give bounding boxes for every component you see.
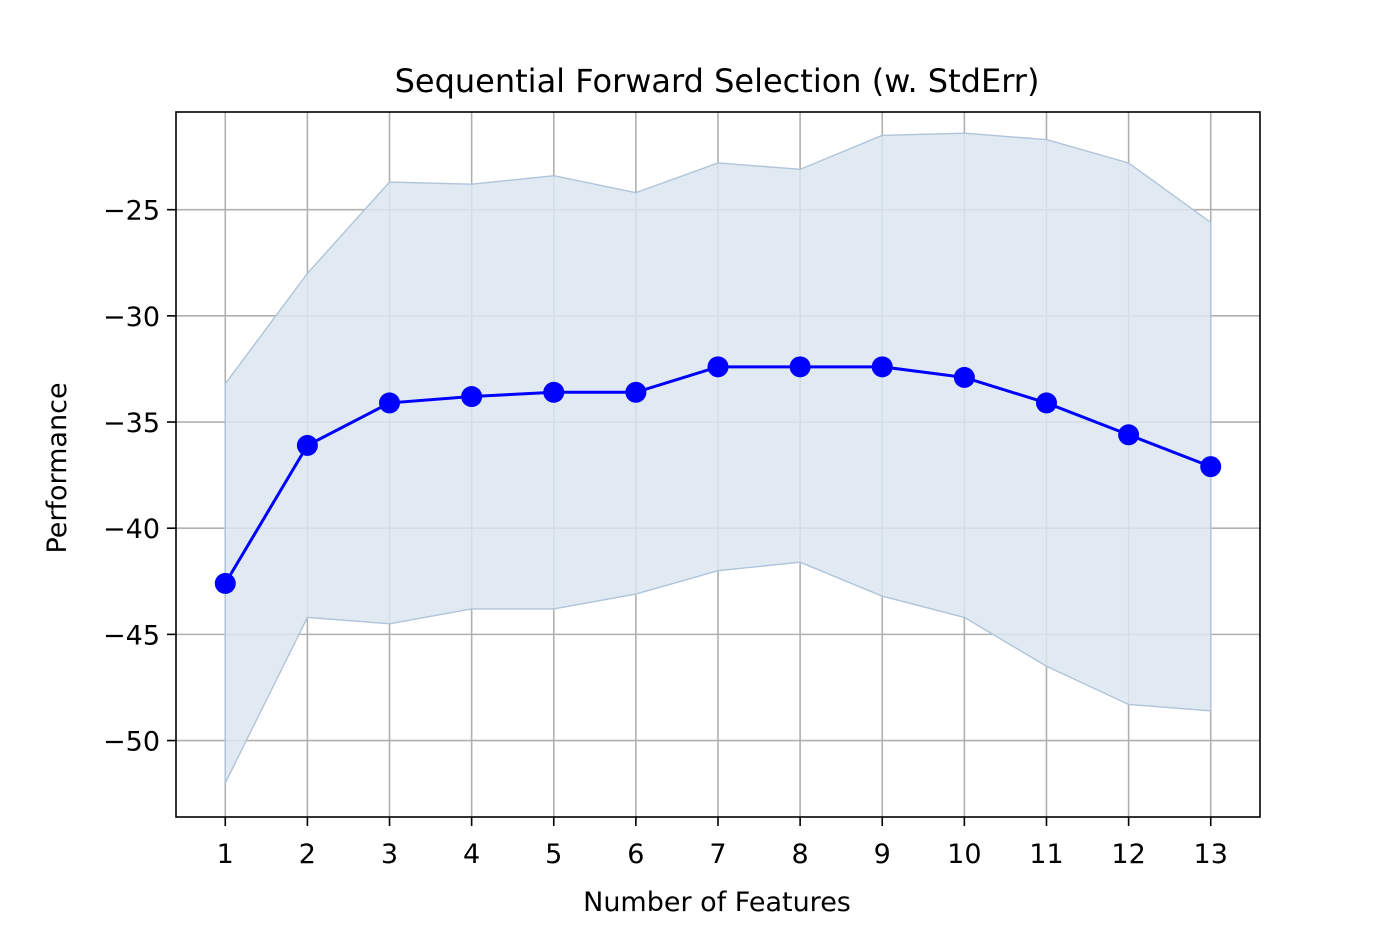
x-tick-label: 10	[947, 839, 981, 870]
x-tick-label: 11	[1029, 839, 1063, 870]
x-tick-label: 13	[1194, 839, 1228, 870]
stderr-band-layer	[224, 132, 1212, 784]
data-point	[543, 381, 565, 403]
data-point	[789, 356, 811, 378]
data-point	[296, 434, 318, 456]
data-point	[871, 356, 893, 378]
y-tick-label: −25	[103, 196, 160, 227]
y-tick-label: −45	[103, 620, 160, 651]
x-axis-ticks: 1 2 3 4 5 6 7 8 9 10 11 12 13	[217, 817, 1228, 870]
data-point	[625, 381, 647, 403]
x-tick-label: 1	[217, 839, 234, 870]
x-tick-label: 12	[1111, 839, 1145, 870]
x-tick-label: 2	[299, 839, 316, 870]
data-point	[461, 386, 483, 408]
data-point	[1200, 456, 1222, 478]
y-axis-label: Performance	[42, 382, 73, 553]
x-axis-label: Number of Features	[583, 887, 851, 918]
y-tick-label: −30	[103, 302, 160, 333]
x-tick-label: 9	[874, 839, 891, 870]
x-tick-label: 3	[381, 839, 398, 870]
chart-title: Sequential Forward Selection (w. StdErr)	[395, 62, 1040, 100]
x-tick-label: 8	[792, 839, 809, 870]
x-tick-label: 6	[627, 839, 644, 870]
data-point	[953, 366, 975, 388]
x-tick-label: 7	[709, 839, 726, 870]
x-tick-label: 4	[463, 839, 480, 870]
data-point	[379, 392, 401, 414]
data-point-layer	[214, 356, 1222, 594]
y-tick-label: −40	[103, 514, 160, 545]
stderr-band	[224, 132, 1212, 784]
data-point	[707, 356, 729, 378]
y-tick-label: −35	[103, 408, 160, 439]
data-point	[1035, 392, 1057, 414]
x-tick-label: 5	[545, 839, 562, 870]
y-axis-ticks: −25 −30 −35 −40 −45 −50	[103, 196, 176, 758]
y-tick-label: −50	[103, 727, 160, 758]
data-point	[214, 572, 236, 594]
data-point	[1118, 424, 1140, 446]
